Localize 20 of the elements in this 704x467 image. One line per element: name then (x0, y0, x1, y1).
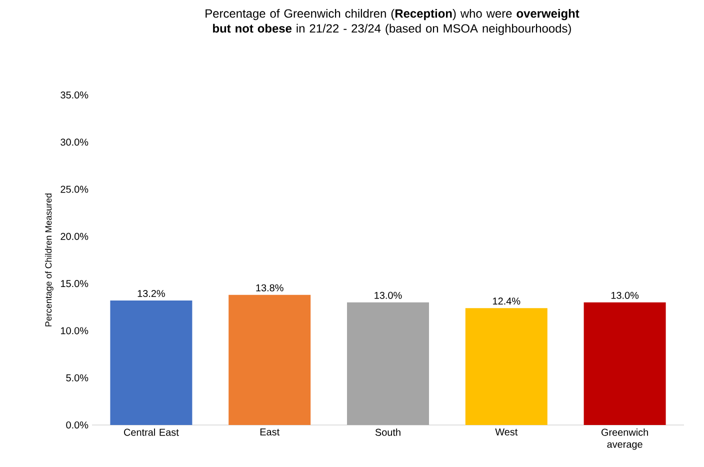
y-tick-label: 0.0% (66, 421, 88, 429)
x-tick-label: East (260, 428, 280, 436)
y-tick-label: 10.0% (60, 327, 88, 334)
x-tick-label: Greenwich average (601, 428, 648, 450)
x-tick-label: Central East (124, 428, 179, 436)
y-axis-title: Percentage of Children Measured (45, 194, 54, 326)
y-tick-label: 20.0% (60, 232, 88, 240)
data-label: 13.0% (374, 292, 402, 299)
data-label: 12.4% (493, 298, 520, 305)
y-tick-label: 30.0% (60, 138, 88, 146)
y-tick-label: 5.0% (66, 374, 88, 382)
data-label: 13.2% (138, 290, 165, 298)
data-label: 13.8% (256, 284, 284, 292)
x-tick-label: West (495, 428, 518, 436)
y-tick-label: 35.0% (60, 91, 88, 99)
data-label: 13.0% (611, 292, 639, 299)
x-tick-label: South (375, 428, 400, 436)
chart-title: Percentage of Greenwich children (Reception) who were overweight but not obese in 21/22 - 23/24 (based on MSOA neighbourhoods) (206, 8, 580, 36)
y-tick-label: 15.0% (60, 280, 88, 288)
y-tick-label: 25.0% (60, 186, 88, 193)
